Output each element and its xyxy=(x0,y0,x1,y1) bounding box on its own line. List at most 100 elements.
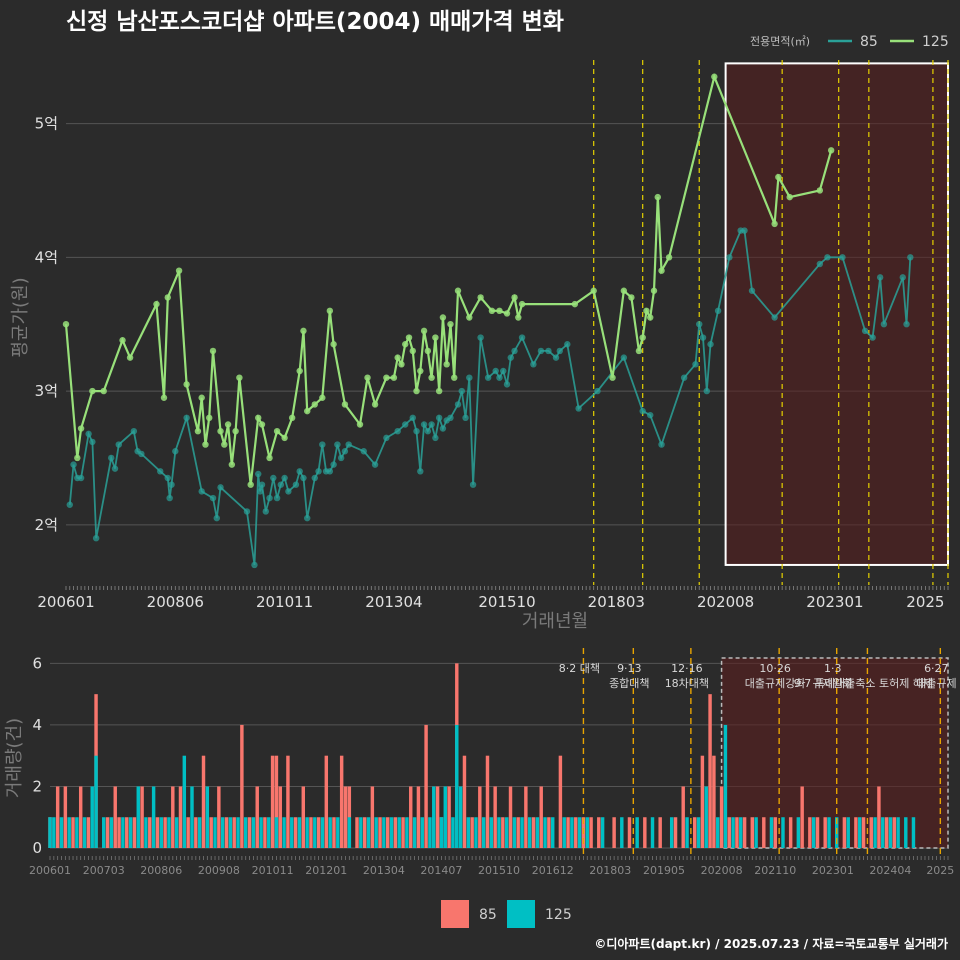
series-85-point xyxy=(564,341,571,348)
bar-85 xyxy=(658,817,662,848)
series-125-point xyxy=(364,374,371,381)
series-125-point xyxy=(454,287,462,294)
bar-85 xyxy=(547,817,551,848)
bar-125 xyxy=(428,817,432,848)
x-tick-label: 201304 xyxy=(365,593,422,611)
series-85-point xyxy=(503,381,511,388)
bar-85 xyxy=(719,786,724,848)
highlight-region xyxy=(720,657,949,849)
series-85-point xyxy=(899,274,906,281)
series-85-point xyxy=(209,494,217,502)
bar-85 xyxy=(558,755,563,848)
bar-85 xyxy=(478,786,482,848)
bar-85 xyxy=(531,817,536,848)
bar-125 xyxy=(52,817,56,848)
bar-85 xyxy=(343,786,348,848)
series-125-point xyxy=(496,307,503,315)
series-125-point xyxy=(816,187,824,194)
series-85-point xyxy=(771,314,778,321)
bar-125 xyxy=(174,817,179,848)
x-tick-label: 200601 xyxy=(29,864,71,877)
series-85-point xyxy=(281,474,288,482)
bar-125 xyxy=(90,786,94,848)
series-85-point xyxy=(66,501,73,508)
policy-label: 대출규제강화 xyxy=(745,677,806,690)
series-85-point xyxy=(157,468,164,475)
bar-85 xyxy=(462,755,467,848)
bar-85 xyxy=(673,817,678,848)
bar-85 xyxy=(194,817,198,848)
bar-85 xyxy=(316,817,321,848)
series-125-point xyxy=(175,267,183,274)
bar-125 xyxy=(167,817,171,848)
series-85-point xyxy=(699,334,707,341)
series-85-point xyxy=(741,227,748,234)
bar-85 xyxy=(86,817,91,848)
bar-85 xyxy=(324,755,329,848)
series-85-point xyxy=(707,341,714,348)
series-85-point xyxy=(285,488,292,495)
bar-85 xyxy=(727,817,731,848)
series-85-point xyxy=(620,354,628,361)
bar-125 xyxy=(669,817,674,848)
bar-125 xyxy=(282,817,286,848)
series-125-point xyxy=(394,354,401,361)
bar-85 xyxy=(861,817,866,848)
series-125-point xyxy=(417,367,424,375)
series-85-point xyxy=(311,474,318,482)
series-85-point xyxy=(726,254,733,261)
series-85-point xyxy=(360,448,367,455)
bar-125 xyxy=(259,817,263,848)
bar-85 xyxy=(877,786,881,848)
series-125-point xyxy=(654,193,661,201)
bar-85 xyxy=(435,786,440,848)
series-85-point xyxy=(594,387,601,395)
series-85-point xyxy=(424,427,432,435)
bar-85 xyxy=(708,694,712,848)
bar-125 xyxy=(577,817,582,848)
series-125-point xyxy=(390,374,398,381)
series-125-point xyxy=(164,294,171,301)
bar-125 xyxy=(213,817,217,848)
series-85-point xyxy=(714,307,722,315)
series-125-point xyxy=(590,287,597,294)
series-85-point xyxy=(839,254,846,261)
bar-125 xyxy=(769,817,774,848)
bar-125 xyxy=(67,817,71,848)
series-85-point xyxy=(111,465,119,472)
series-125-point xyxy=(77,425,85,432)
bar-85 xyxy=(125,817,129,848)
series-85-point xyxy=(277,481,285,488)
series-125-point xyxy=(515,314,522,321)
series-85-point xyxy=(496,374,503,381)
series-125-point xyxy=(232,427,239,435)
bar-125 xyxy=(374,817,378,848)
bar-85 xyxy=(508,786,513,848)
bar-125 xyxy=(881,817,885,848)
series-85-point xyxy=(876,274,884,281)
series-85-point xyxy=(296,468,303,475)
bar-85 xyxy=(132,817,137,848)
bar-125 xyxy=(366,817,371,848)
policy-label: 8·2 대책 xyxy=(559,662,600,675)
series-125-point xyxy=(424,347,432,355)
series-125-point xyxy=(62,320,70,328)
series-85-point xyxy=(115,441,122,448)
policy-label: 9·13 xyxy=(617,662,642,675)
series-125-point xyxy=(296,367,303,375)
policy-label: 규제완화 xyxy=(812,677,852,690)
series-125-point xyxy=(711,73,718,80)
series-125-point xyxy=(775,173,782,181)
series-125-point xyxy=(217,427,224,435)
series-125-point xyxy=(413,387,420,395)
bar-125 xyxy=(716,817,720,848)
series-85-point xyxy=(164,474,171,482)
series-125-point xyxy=(428,374,435,381)
bar-85 xyxy=(627,817,632,848)
series-125-point xyxy=(247,481,254,488)
bar-125 xyxy=(159,817,164,848)
bar-125 xyxy=(382,817,386,848)
series-85-point xyxy=(861,327,869,335)
